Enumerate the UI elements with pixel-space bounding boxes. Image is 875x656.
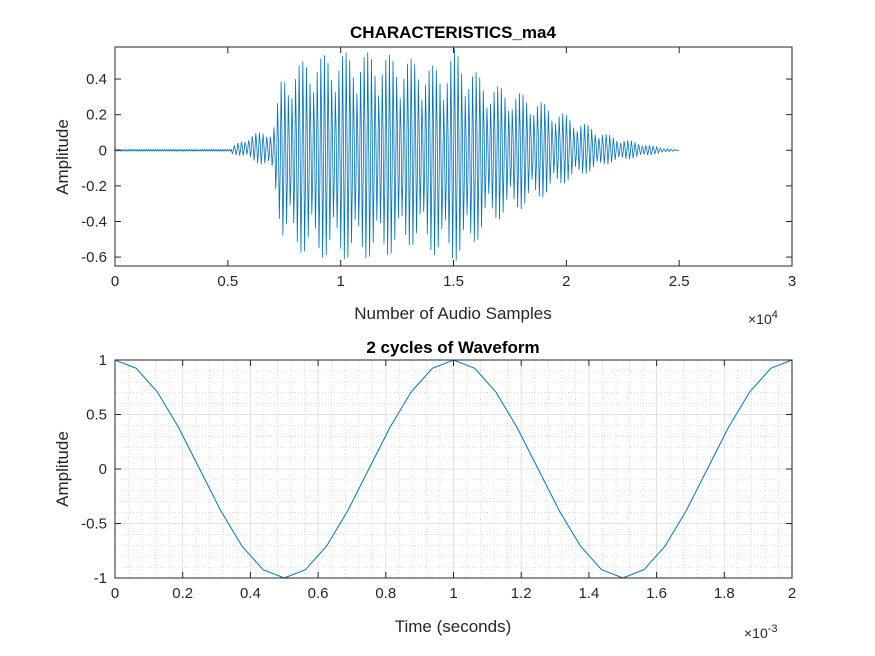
top-plot-xlabel: Number of Audio Samples [354, 304, 552, 323]
bottom-plot-xtick-label: 0.8 [375, 585, 396, 602]
bottom-plot-ytick-label: 0.5 [86, 407, 107, 424]
bottom-plot-x-exponent: ×10-3 [744, 623, 778, 641]
top-plot-xtick-label: 2.5 [669, 273, 690, 290]
bottom-plot-xtick-label: 1 [449, 585, 457, 602]
bottom-plot-ytick-label: -0.5 [81, 516, 107, 533]
top-plot-ytick-label: -0.6 [81, 249, 107, 266]
top-plot-xtick-label: 3 [788, 273, 796, 290]
top-plot-ytick-label: -0.2 [81, 178, 107, 195]
bottom-plot-ytick-label: -1 [94, 570, 107, 587]
top-plot-ytick-label: 0 [99, 142, 107, 159]
bottom-plot-ytick-label: 1 [99, 352, 107, 369]
bottom-plot-ticks: 0 0.2 0.4 0.6 0.8 1 1.2 1.4 1.6 1.8 2 1 0.5 0 -0.5 -1 [81, 352, 796, 602]
top-plot-xtick-label: 1 [336, 273, 344, 290]
top-plot: CHARACTERISTICS_ma4 0 0.5 1 1.5 2 2.5 3 0.4 0.2 0… [53, 23, 796, 327]
bottom-plot-xtick-label: 0 [111, 585, 119, 602]
bottom-plot: 2 cycles of Waveform 0 0.2 0.4 0.6 0.8 1 1.2 1.… [53, 338, 796, 641]
top-plot-frame [114, 46, 793, 267]
bottom-plot-x-exponent-power: -3 [768, 623, 778, 635]
bottom-plot-title: 2 cycles of Waveform [366, 338, 539, 357]
top-plot-ytick-label: 0.2 [86, 107, 107, 124]
bottom-plot-xtick-label: 2 [788, 585, 796, 602]
bottom-plot-xtick-label: 1.2 [511, 585, 532, 602]
top-plot-xtick-label: 0.5 [217, 273, 238, 290]
top-plot-series-line [115, 48, 680, 261]
top-plot-x-exponent: ×104 [748, 309, 778, 327]
bottom-plot-xtick-label: 1.8 [714, 585, 735, 602]
bottom-plot-ylabel: Amplitude [53, 431, 72, 507]
top-plot-signal-group [115, 48, 680, 261]
top-plot-xtick-label: 2 [562, 273, 570, 290]
top-plot-ylabel: Amplitude [53, 119, 72, 195]
bottom-plot-xtick-label: 0.4 [240, 585, 261, 602]
top-plot-x-exponent-power: 4 [772, 309, 778, 321]
top-plot-ytick-label: 0.4 [86, 71, 107, 88]
bottom-plot-xtick-label: 1.6 [646, 585, 667, 602]
top-plot-xtick-label: 1.5 [443, 273, 464, 290]
top-plot-ytick-label: -0.4 [81, 213, 107, 230]
top-plot-title: CHARACTERISTICS_ma4 [350, 23, 556, 42]
bottom-plot-ytick-label: 0 [99, 461, 107, 478]
top-plot-x-exponent-base: ×10 [748, 311, 772, 327]
bottom-plot-frame [114, 359, 793, 579]
bottom-plot-x-exponent-base: ×10 [744, 625, 768, 641]
bottom-plot-xtick-label: 0.2 [172, 585, 193, 602]
bottom-plot-xlabel: Time (seconds) [395, 617, 512, 636]
top-plot-xtick-label: 0 [111, 273, 119, 290]
bottom-plot-xtick-label: 0.6 [308, 585, 329, 602]
bottom-plot-xtick-label: 1.4 [578, 585, 599, 602]
